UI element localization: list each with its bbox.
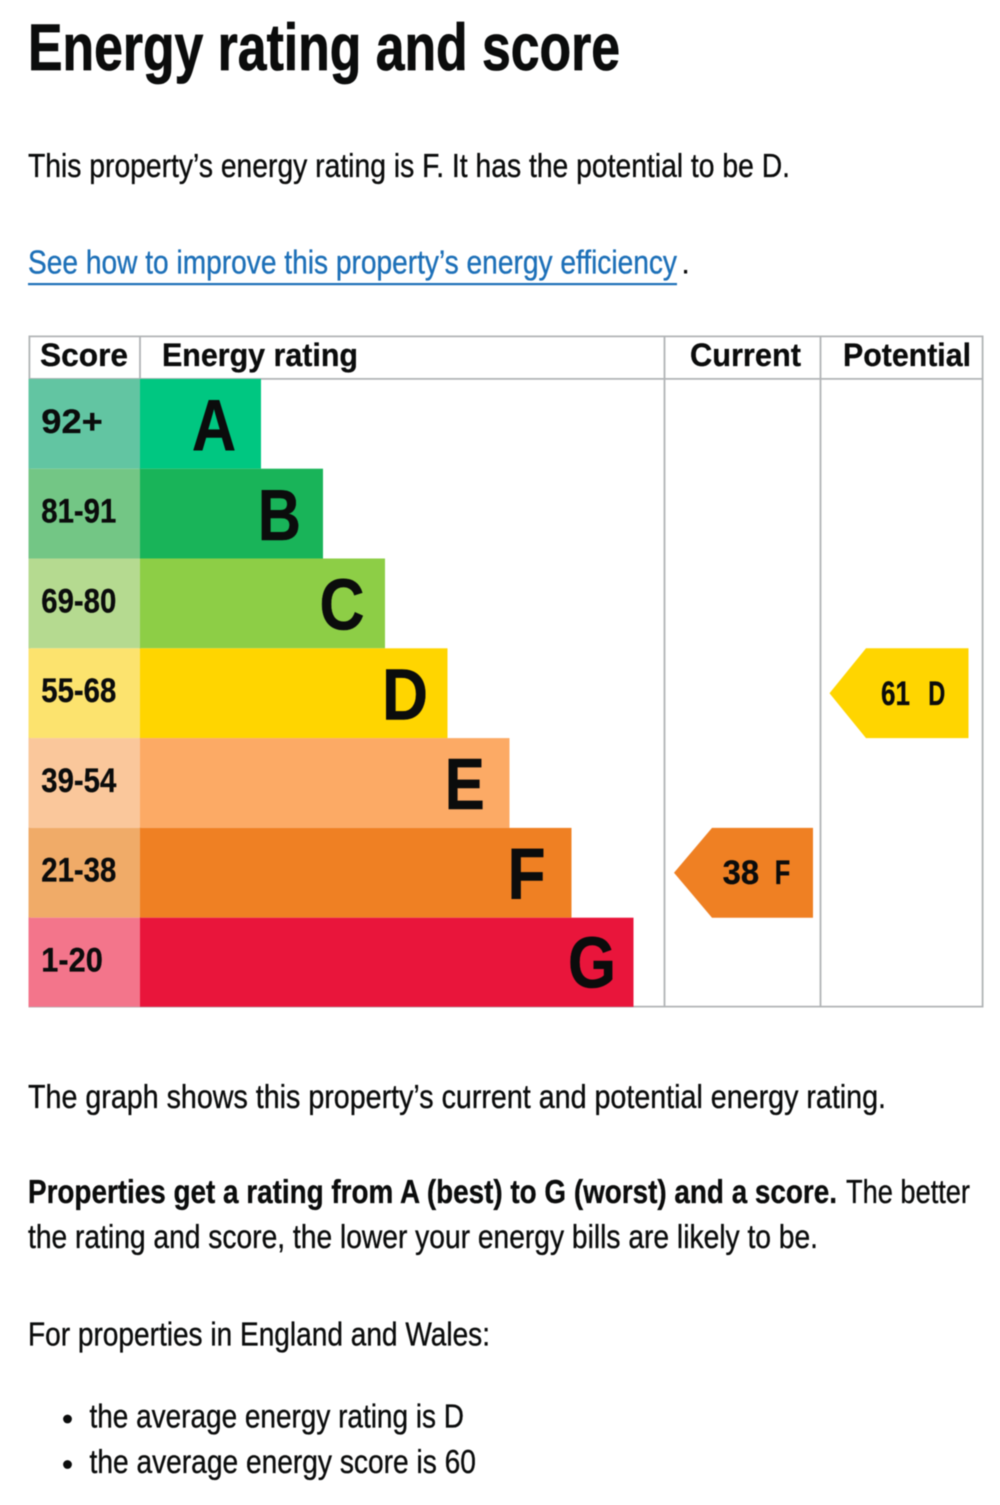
- svg-text:E: E: [445, 745, 485, 825]
- svg-text:B: B: [258, 476, 301, 556]
- svg-text:.: .: [681, 244, 690, 281]
- svg-text:F: F: [508, 835, 546, 915]
- svg-text:The graph shows this property’: The graph shows this property’s current …: [28, 1078, 886, 1115]
- svg-text:C: C: [320, 566, 365, 646]
- svg-text:D: D: [928, 675, 945, 713]
- svg-text:Score: Score: [40, 337, 128, 373]
- svg-text:This property’s energy rating: This property’s energy rating is F. It h…: [28, 147, 790, 184]
- svg-text:69-80: 69-80: [41, 582, 116, 620]
- svg-text:F: F: [775, 854, 791, 892]
- svg-text:81-91: 81-91: [41, 493, 116, 531]
- svg-text:39-54: 39-54: [41, 762, 116, 800]
- svg-text:Properties get a rating from A: Properties get a rating from A (best) to…: [28, 1173, 837, 1210]
- svg-text:Energy rating and score: Energy rating and score: [28, 10, 620, 84]
- svg-text:1-20: 1-20: [41, 942, 103, 980]
- svg-text:the average energy score is 60: the average energy score is 60: [90, 1443, 476, 1480]
- svg-text:38: 38: [723, 854, 760, 892]
- svg-text:Energy rating: Energy rating: [162, 337, 358, 373]
- svg-text:The better: The better: [846, 1173, 970, 1210]
- svg-text:Current: Current: [690, 337, 801, 373]
- svg-text:21-38: 21-38: [41, 852, 116, 890]
- svg-text:61: 61: [881, 675, 910, 713]
- svg-text:the average energy rating is D: the average energy rating is D: [90, 1397, 464, 1434]
- svg-text:G: G: [568, 924, 616, 1004]
- svg-text:55-68: 55-68: [41, 672, 116, 710]
- svg-text:Potential: Potential: [843, 337, 971, 373]
- svg-text:See how to improve this proper: See how to improve this property’s energ…: [28, 244, 677, 281]
- svg-text:For properties in England and: For properties in England and Wales:: [28, 1316, 490, 1353]
- svg-text:92+: 92+: [41, 403, 102, 441]
- svg-text:the rating and score, the lowe: the rating and score, the lower your ene…: [28, 1218, 818, 1255]
- svg-text:D: D: [382, 655, 428, 735]
- svg-text:A: A: [192, 386, 236, 466]
